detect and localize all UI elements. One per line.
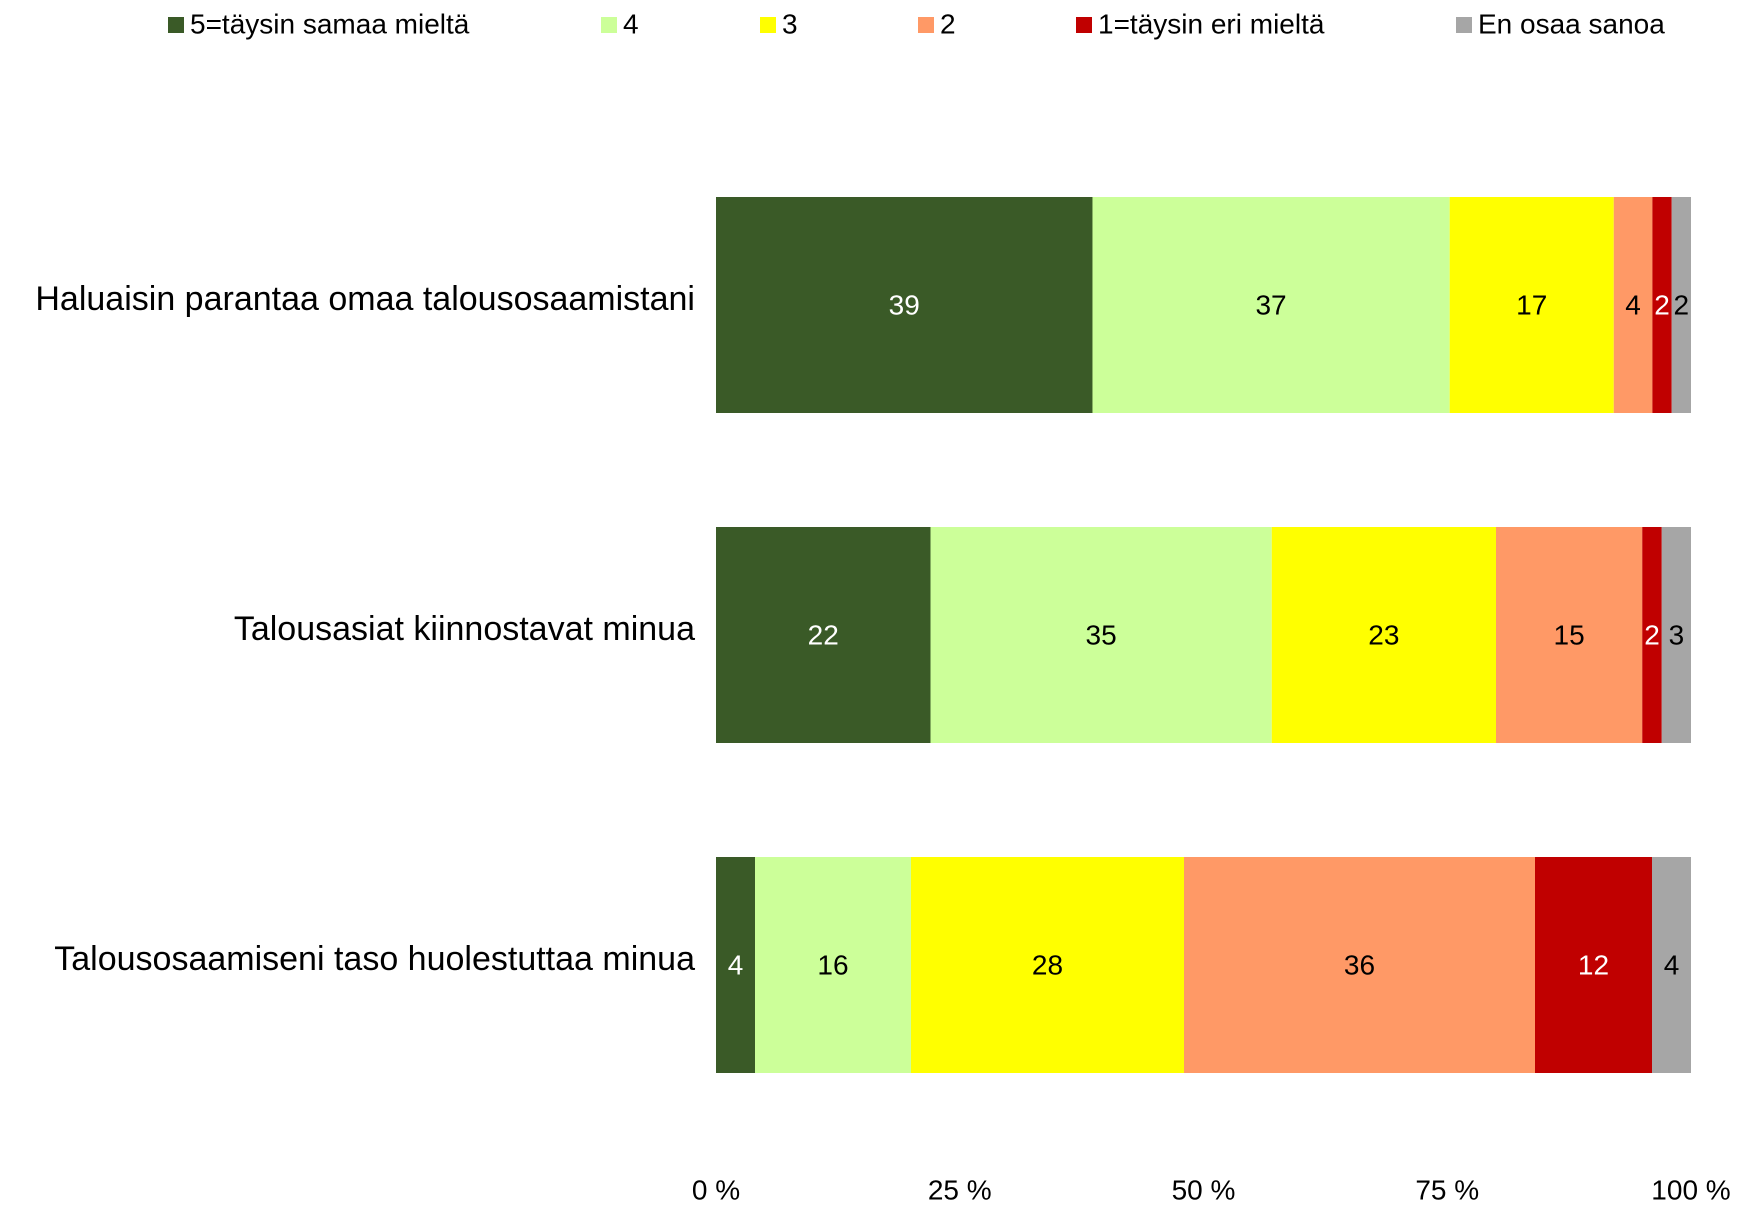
bar-segment — [1496, 527, 1643, 743]
data-label: 17 — [1516, 289, 1547, 320]
legend-swatch — [168, 17, 184, 33]
bar-segment — [716, 857, 755, 1073]
legend-label: En osaa sanoa — [1478, 8, 1665, 39]
legend-label: 2 — [940, 8, 956, 39]
x-tick-label: 50 % — [1172, 1174, 1236, 1205]
legend-label: 1=täysin eri mieltä — [1098, 8, 1325, 39]
data-label: 37 — [1255, 289, 1286, 320]
bar-segment — [1652, 197, 1672, 413]
category-label: Talousasiat kiinnostavat minua — [234, 610, 695, 648]
legend-label: 3 — [782, 8, 798, 39]
bar-segment — [1092, 197, 1450, 413]
data-label: 39 — [889, 289, 920, 320]
x-tick-label: 100 % — [1651, 1174, 1730, 1205]
data-label: 22 — [808, 619, 839, 650]
data-label: 36 — [1344, 949, 1375, 980]
bar-segment — [1671, 197, 1691, 413]
data-label: 2 — [1674, 289, 1690, 320]
data-label: 12 — [1578, 949, 1609, 980]
x-tick-label: 75 % — [1415, 1174, 1479, 1205]
data-label: 4 — [1664, 949, 1680, 980]
x-tick-label: 0 % — [692, 1174, 740, 1205]
legend-label: 4 — [623, 8, 639, 39]
data-label: 15 — [1554, 619, 1585, 650]
data-label: 23 — [1368, 619, 1399, 650]
data-label: 4 — [728, 949, 744, 980]
bar-segment — [1642, 527, 1662, 743]
bar-segment — [911, 857, 1184, 1073]
category-label: Talousosaamiseni taso huolestuttaa minua — [54, 940, 695, 978]
data-label: 35 — [1086, 619, 1117, 650]
bar-segment — [1652, 857, 1691, 1073]
bar-segment — [1449, 197, 1614, 413]
bar-segment — [716, 527, 931, 743]
data-label: 3 — [1669, 619, 1685, 650]
legend-swatch — [601, 17, 617, 33]
data-label: 28 — [1032, 949, 1063, 980]
legend-swatch — [760, 17, 776, 33]
data-label: 4 — [1625, 289, 1641, 320]
category-label: Haluaisin parantaa omaa talousosaamistan… — [35, 280, 695, 318]
legend-label: 5=täysin samaa mieltä — [190, 8, 470, 39]
bar-segment — [930, 527, 1272, 743]
bar-segment — [716, 197, 1093, 413]
bar-segment — [1535, 857, 1652, 1073]
legend-swatch — [1076, 17, 1092, 33]
data-label: 2 — [1644, 619, 1660, 650]
bar-segment — [1184, 857, 1535, 1073]
data-label: 2 — [1654, 289, 1670, 320]
bar-segment — [755, 857, 911, 1073]
legend-swatch — [918, 17, 934, 33]
data-label: 16 — [817, 949, 848, 980]
bar-segment — [1661, 527, 1691, 743]
legend-swatch — [1456, 17, 1472, 33]
bar-segment — [1613, 197, 1653, 413]
x-tick-label: 25 % — [928, 1174, 992, 1205]
bar-segment — [1271, 527, 1496, 743]
